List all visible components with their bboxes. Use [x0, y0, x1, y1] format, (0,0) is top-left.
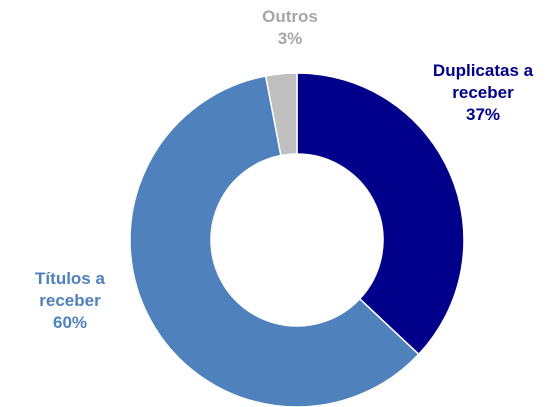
- donut-slice: [264, 72, 298, 157]
- slice-label: Outros 3%: [230, 6, 350, 50]
- slice-label: Títulos a receber 60%: [15, 268, 125, 334]
- category-name: Títulos a receber: [35, 269, 105, 310]
- value-label: 37%: [465, 105, 501, 124]
- value-label: 60%: [52, 313, 88, 332]
- category-name: Outros: [262, 7, 318, 26]
- donut-slice: [296, 72, 465, 356]
- category-name: Duplicatas a receber: [432, 61, 534, 102]
- donut-slice: [129, 75, 420, 407]
- value-label: 3%: [277, 29, 303, 48]
- slice-label: Duplicatas a receber 37%: [408, 60, 555, 126]
